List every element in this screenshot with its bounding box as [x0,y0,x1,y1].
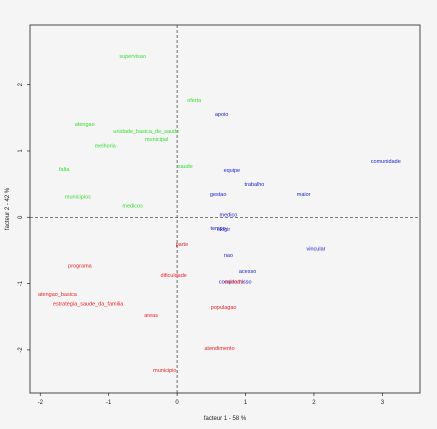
x-tick-label: 3 [381,400,385,406]
x-tick-label: -1 [106,400,112,406]
x-tick-label: 1 [244,400,248,406]
point-label-programa: programa [68,264,92,270]
point-label-exigir: exigir [217,227,230,233]
point-label-medicos: medicos [122,203,143,209]
point-label-atengao-basica: atengao_basica [38,292,78,298]
x-axis-label: facteur 1 - 58 % [204,416,247,422]
point-label-compromisso: compromisso [219,280,252,286]
point-label-vincular: vincular [307,246,326,252]
y-tick-label: 2 [18,82,24,86]
y-tick-label: -1 [18,280,24,286]
point-label-tempo: tempo [211,226,226,232]
point-label-municipio: municipio [153,368,176,374]
point-label-medico: medico [220,213,238,219]
point-label-trabalho: trabalho [244,182,264,188]
point-label-acesso: acesso [239,269,256,275]
y-tick-label: 0 [18,215,24,219]
point-label-oferta: oferta [187,98,202,104]
point-label-saude: saude [178,164,193,170]
x-tick-label: 0 [175,400,179,406]
y-axis-label: facteur 2 - 42 % [5,187,11,230]
plot-frame [29,24,421,394]
point-label-gestao: gestao [210,192,227,198]
point-label-nao: nao [224,253,233,259]
y-tick-label: -2 [18,347,24,353]
point-label-apoio: apoio [215,112,228,118]
point-label-supervisao: supervisao [119,54,146,60]
point-label-comunidade: comunidade [371,159,401,165]
point-label-populagao: populagao [211,305,237,311]
point-label-atengao: atengao [75,122,95,128]
point-label-melhoria: melhoria [95,144,117,150]
point-label-areas: areas [144,313,158,319]
reference-lines [30,25,420,393]
point-labels: supervisao oferta atengao unidade_basica_de… [38,54,401,374]
x-tick-label: 2 [312,400,316,406]
point-label-parte: parte [176,242,189,248]
x-tick-label: -2 [38,400,44,406]
point-label-cuidado: cuidado [224,280,243,286]
y-tick-label: 1 [18,149,24,153]
point-label-dificuldade: dificuldade [161,273,187,279]
point-label-atendimento: atendimento [204,346,234,352]
point-label-municipios: municipios [65,195,91,201]
point-label-equipe: equipe [224,168,241,174]
point-label-estrategia-saude-da-familia: estrategia_saude_da_familia [53,301,124,307]
point-label-maior: maior [297,192,311,198]
axis-ticks: -2 -1 0 1 2 3 -2 -1 0 1 2 [18,82,385,406]
point-label-municipal: municipal [145,137,168,143]
point-label-unidade-basica-de-saude: unidade_basica_de_saude [113,129,179,135]
point-label-falta: falta [59,167,70,173]
